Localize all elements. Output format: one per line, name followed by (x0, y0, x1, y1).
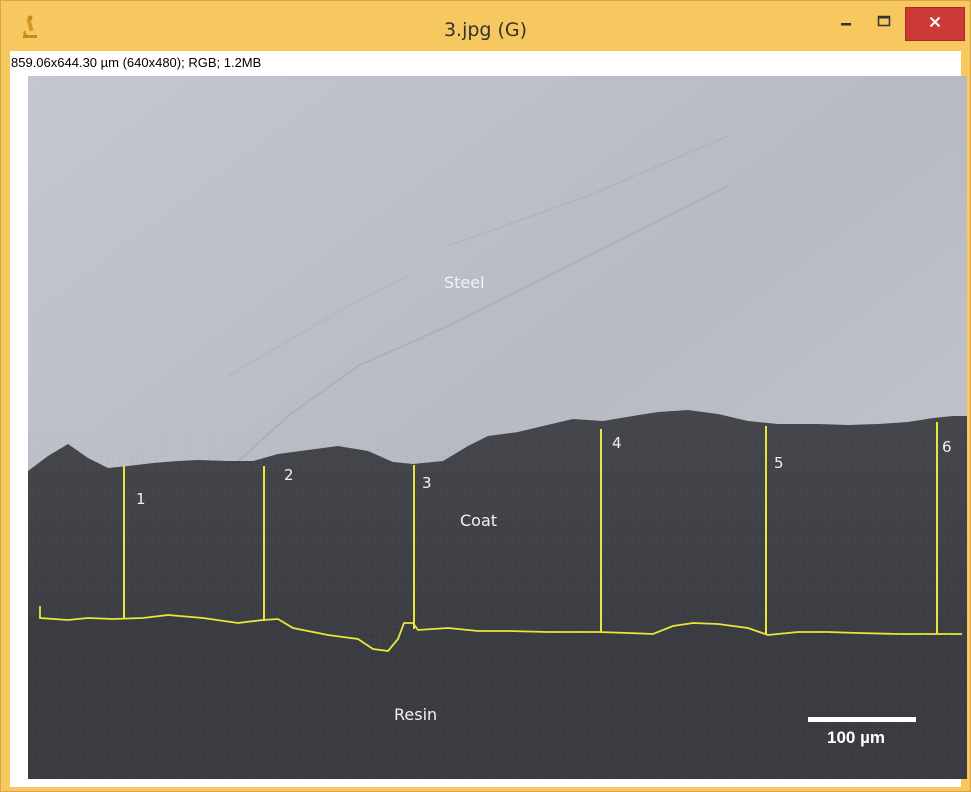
measurement-label-4: 4 (612, 434, 622, 452)
measurement-label-2: 2 (284, 466, 294, 484)
thickness-measurements (123, 422, 938, 634)
steel-label: Steel (444, 273, 485, 292)
resin-region (28, 615, 967, 779)
window-title: 3.jpg (G) (443, 19, 528, 41)
microscope-icon (21, 15, 39, 39)
image-info-text: 859.06x644.30 µm (640x480); RGB; 1.2MB (11, 55, 262, 70)
measurement-label-1: 1 (136, 490, 146, 508)
measurement-label-5: 5 (774, 454, 784, 472)
measurement-label-3: 3 (422, 474, 432, 492)
minimize-button[interactable] (829, 7, 863, 39)
measurement-label-6: 6 (942, 438, 952, 456)
window-client-area: 859.06x644.30 µm (640x480); RGB; 1.2MB (10, 51, 967, 787)
interface-trace (39, 606, 962, 652)
maximize-button[interactable] (865, 7, 903, 39)
micrograph-image[interactable]: Steel Coat Resin 1 2 3 4 5 6 100 µm (28, 76, 967, 779)
close-button[interactable] (905, 7, 965, 41)
scale-bar-line (808, 717, 916, 722)
coat-label: Coat (460, 511, 497, 530)
title-bar[interactable]: 3.jpg (G) (1, 1, 970, 49)
scale-bar-label: 100 µm (827, 728, 885, 747)
scale-bar: 100 µm (808, 717, 916, 747)
close-icon (929, 15, 941, 33)
maximize-icon (877, 14, 891, 32)
minimize-icon (840, 14, 852, 32)
resin-label: Resin (394, 705, 437, 724)
